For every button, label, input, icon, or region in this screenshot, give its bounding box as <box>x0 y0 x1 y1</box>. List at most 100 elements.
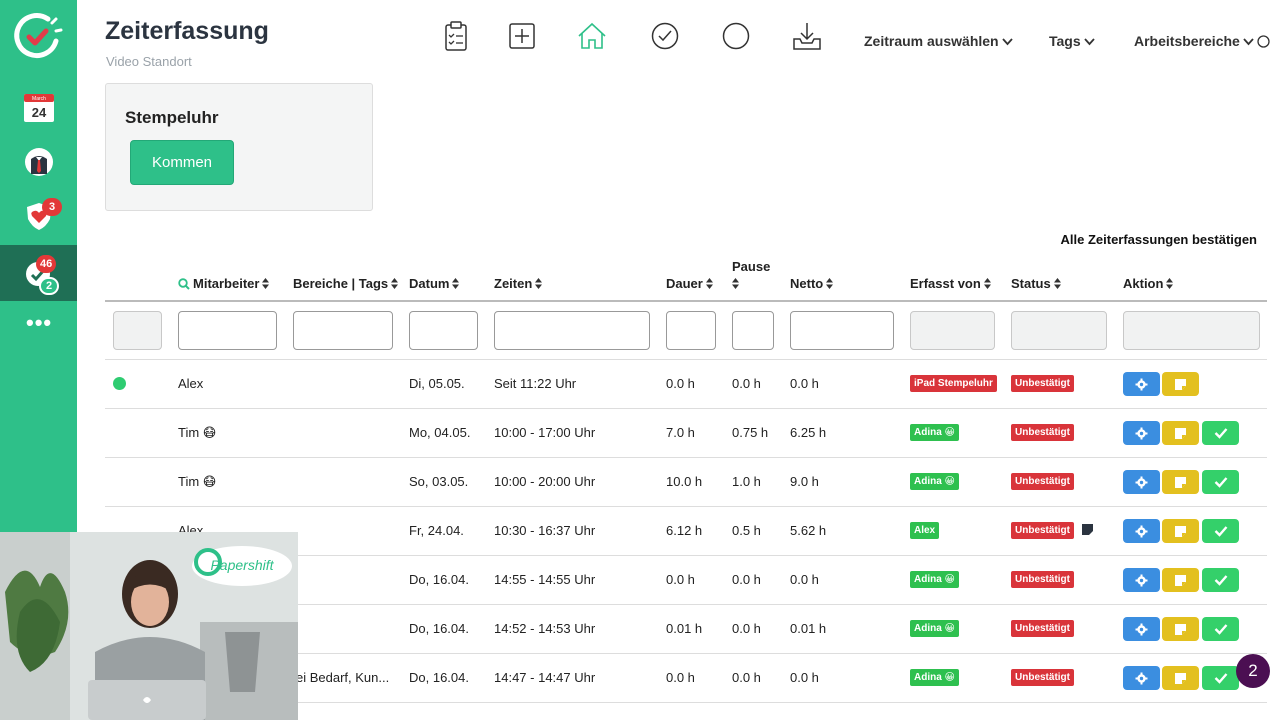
filter-zeiten-input[interactable] <box>494 311 650 350</box>
settings-button[interactable] <box>1123 666 1160 690</box>
sidebar-item-staff[interactable] <box>0 134 77 190</box>
note-button[interactable] <box>1162 568 1199 592</box>
col-mitarbeiter-label: Mitarbeiter <box>193 276 260 291</box>
filter-netto-input[interactable] <box>790 311 894 350</box>
cell-netto: 6.25 h <box>790 425 827 440</box>
col-datum[interactable]: Datum <box>409 276 460 291</box>
col-netto[interactable]: Netto <box>790 276 834 291</box>
confirm-button[interactable] <box>1202 519 1239 543</box>
filter-mitarbeiter-input[interactable] <box>178 311 277 350</box>
app-logo-icon[interactable] <box>12 11 64 63</box>
online-status-dot <box>113 377 126 390</box>
check-icon <box>1214 476 1228 488</box>
col-erfasst-label: Erfasst von <box>910 276 981 291</box>
erfasst-label: Adina 😀 <box>910 424 959 441</box>
gear-icon <box>1135 427 1148 440</box>
note-button[interactable] <box>1162 470 1199 494</box>
circle-icon[interactable] <box>721 20 751 52</box>
sidebar-item-health[interactable]: 3 <box>0 188 77 244</box>
page-title: Zeiterfassung <box>105 17 269 45</box>
notification-fab[interactable]: 2 <box>1236 654 1270 688</box>
filter-bereiche-input[interactable] <box>293 311 393 350</box>
cell-mitarbeiter[interactable]: Tim 😷 <box>178 425 217 440</box>
tags-dropdown[interactable]: Tags <box>1049 33 1095 49</box>
settings-button[interactable] <box>1123 568 1160 592</box>
note-icon <box>1174 623 1187 636</box>
home-icon[interactable] <box>577 20 607 52</box>
col-status[interactable]: Status <box>1011 276 1061 291</box>
note-button[interactable] <box>1162 421 1199 445</box>
webcam-overlay: Papershift <box>0 532 298 720</box>
download-icon[interactable] <box>792 20 822 52</box>
confirm-button[interactable] <box>1202 470 1239 494</box>
status-badge: Unbestätigt <box>1011 522 1074 539</box>
col-bereiche[interactable]: Bereiche | Tags <box>293 276 399 291</box>
page-subtitle: Video Standort <box>106 54 192 69</box>
presenter-video-image: Papershift <box>0 532 298 720</box>
confirm-all-link[interactable]: Alle Zeiterfassungen bestätigen <box>1060 232 1258 247</box>
settings-button[interactable] <box>1123 421 1160 445</box>
cell-datum: Fr, 24.04. <box>409 523 464 538</box>
status-badge: Unbestätigt <box>1011 620 1074 637</box>
col-mitarbeiter[interactable]: Mitarbeiter <box>178 276 270 291</box>
sort-icon <box>732 278 739 289</box>
cell-pause: 0.5 h <box>732 523 761 538</box>
erfasst-label: iPad Stempeluhr <box>910 375 997 392</box>
settings-button[interactable] <box>1123 519 1160 543</box>
note-button[interactable] <box>1162 617 1199 641</box>
sidebar-item-chat[interactable]: 46 2 <box>0 245 77 301</box>
col-dauer[interactable]: Dauer <box>666 276 713 291</box>
arbeitsbereiche-dropdown[interactable]: Arbeitsbereiche <box>1134 33 1270 49</box>
sort-icon <box>262 278 270 289</box>
add-entry-icon[interactable] <box>507 20 537 52</box>
col-aktion[interactable]: Aktion <box>1123 276 1174 291</box>
cell-dauer: 0.0 h <box>666 376 695 391</box>
cell-zeiten: 10:00 - 20:00 Uhr <box>494 474 596 489</box>
erfasst-label: Adina 😀 <box>910 620 959 637</box>
zeitraum-dropdown[interactable]: Zeitraum auswählen <box>864 33 1013 49</box>
cell-zeiten: 14:47 - 14:47 Uhr <box>494 670 596 685</box>
sort-icon <box>826 278 834 289</box>
check-circle-icon[interactable] <box>650 20 680 52</box>
check-icon <box>1214 525 1228 537</box>
more-icon[interactable]: ••• <box>26 310 53 335</box>
erfasst-label: Adina 😀 <box>910 669 959 686</box>
col-zeiten[interactable]: Zeiten <box>494 276 543 291</box>
filter-pause-input[interactable] <box>732 311 774 350</box>
sidebar-item-calendar[interactable]: March 24 <box>0 80 77 136</box>
confirm-button[interactable] <box>1202 617 1239 641</box>
kommen-button[interactable]: Kommen <box>130 140 234 185</box>
cell-zeiten: Seit 11:22 Uhr <box>494 376 577 391</box>
filter-dauer-input[interactable] <box>666 311 716 350</box>
note-button[interactable] <box>1162 372 1199 396</box>
settings-button[interactable] <box>1123 470 1160 494</box>
note-icon <box>1174 672 1187 685</box>
confirm-button[interactable] <box>1202 421 1239 445</box>
comment-icon[interactable] <box>1082 524 1093 535</box>
search-icon <box>178 277 190 290</box>
cell-mitarbeiter[interactable]: Tim 😷 <box>178 474 217 489</box>
col-zeiten-label: Zeiten <box>494 276 533 291</box>
filter-datum-input[interactable] <box>409 311 478 350</box>
cell-pause: 0.75 h <box>732 425 769 440</box>
calendar-day: 24 <box>31 105 46 120</box>
cell-datum: So, 03.05. <box>409 474 469 489</box>
row-divider <box>105 359 1267 360</box>
cell-dauer: 0.0 h <box>666 572 695 587</box>
col-pause[interactable]: Pause <box>732 258 770 294</box>
note-button[interactable] <box>1162 519 1199 543</box>
confirm-button[interactable] <box>1202 666 1239 690</box>
confirm-button[interactable] <box>1202 568 1239 592</box>
cell-mitarbeiter[interactable]: Alex <box>178 376 204 391</box>
note-button[interactable] <box>1162 666 1199 690</box>
tags-label: Tags <box>1049 33 1081 49</box>
settings-button[interactable] <box>1123 372 1160 396</box>
cell-netto: 5.62 h <box>790 523 827 538</box>
filter-status <box>1011 311 1107 350</box>
chevron-down-icon <box>1001 37 1013 45</box>
col-erfasst[interactable]: Erfasst von <box>910 276 991 291</box>
settings-button[interactable] <box>1123 617 1160 641</box>
clipboard-checklist-icon[interactable] <box>441 20 471 52</box>
stempeluhr-card: Stempeluhr Kommen <box>105 83 373 211</box>
col-netto-label: Netto <box>790 276 824 291</box>
